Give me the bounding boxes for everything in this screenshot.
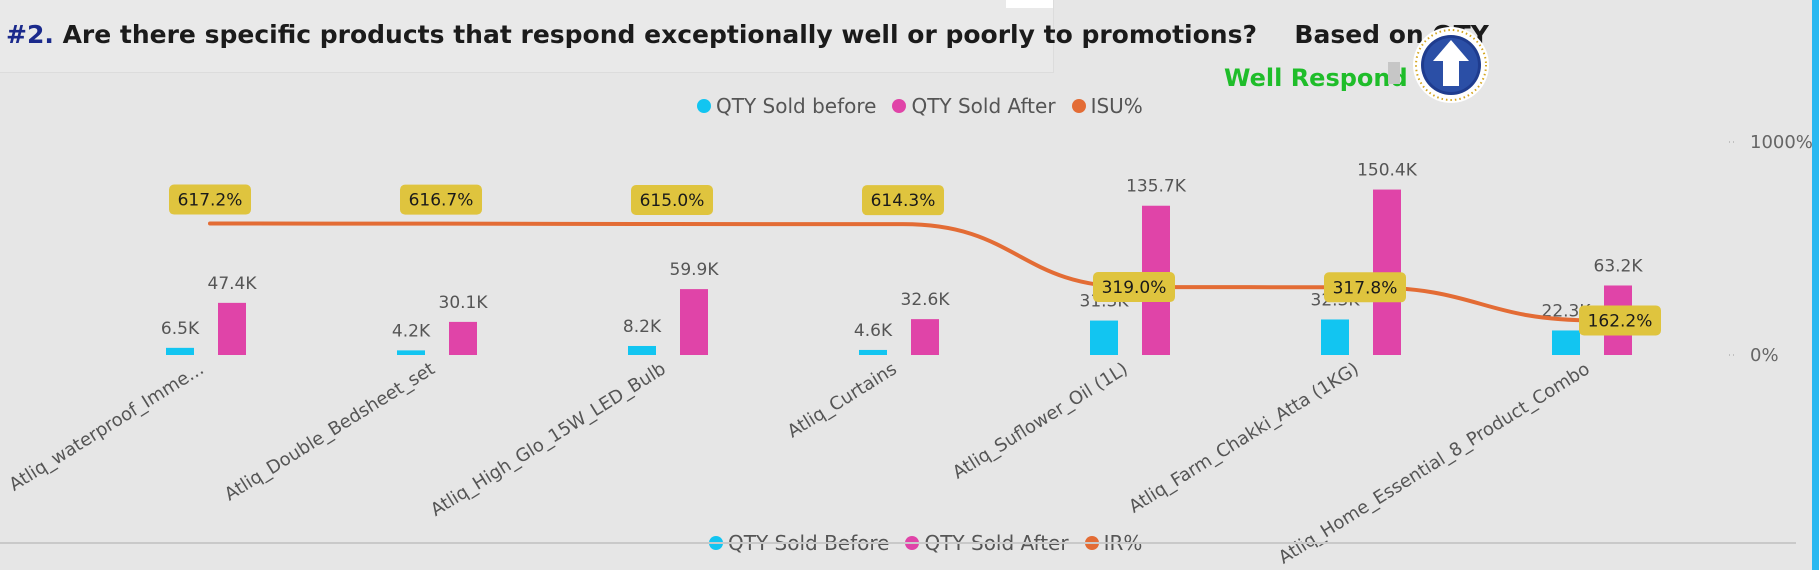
- bar-qty-before: [397, 350, 425, 355]
- bar-qty-after: [449, 321, 477, 355]
- data-label-before: 6.5K: [161, 319, 200, 339]
- data-label-after: 150.4K: [1357, 161, 1418, 181]
- legend-swatch: [697, 99, 711, 113]
- data-label-after: 47.4K: [208, 274, 258, 294]
- data-label-after: 30.1K: [439, 293, 489, 313]
- x-category-label: Atliq_Farm_Chakki_Atta (1KG): [1125, 358, 1362, 517]
- data-label-before: 4.2K: [392, 321, 431, 341]
- isu-label: 614.3%: [871, 191, 936, 211]
- data-label-before: 22.3K: [1542, 301, 1592, 321]
- title-question: Are there specific products that respond…: [62, 20, 1257, 49]
- bar-qty-after: [1373, 189, 1401, 355]
- legend-top-item[interactable]: QTY Sold before: [697, 94, 876, 118]
- well-respond-label: Well Respond: [1224, 64, 1408, 92]
- isu-label: 162.2%: [1588, 311, 1653, 331]
- bar-qty-before: [166, 347, 194, 355]
- title-number: #2.: [6, 20, 54, 49]
- isu-label-box: [862, 185, 944, 216]
- isu-label-box: [631, 185, 713, 216]
- y2-tick-label: 0%: [1750, 345, 1779, 366]
- data-label-after: 59.9K: [670, 260, 720, 280]
- bar-qty-before: [1552, 330, 1580, 355]
- legend-label: QTY Sold After: [911, 94, 1056, 118]
- bar-qty-before: [1321, 319, 1349, 355]
- legend-swatch: [1071, 99, 1086, 113]
- isu-label: 317.8%: [1333, 278, 1398, 298]
- legend-swatch: [892, 99, 907, 113]
- bar-qty-after: [218, 302, 246, 355]
- bar-qty-after: [911, 319, 939, 355]
- right-scroll-strip[interactable]: [1812, 0, 1819, 570]
- data-label-after: 32.6K: [901, 290, 951, 310]
- isu-label: 617.2%: [178, 191, 243, 211]
- bar-qty-after: [680, 289, 708, 355]
- well-respond-bar: [1388, 62, 1400, 84]
- x-category-label: Atliq_waterproof_Imme...: [6, 358, 208, 495]
- x-category-label: Atliq_Double_Bedsheet_set: [221, 358, 439, 505]
- legend-label: ISU%: [1090, 94, 1143, 118]
- bottom-divider: [0, 542, 1796, 544]
- data-label-before: 4.6K: [854, 321, 893, 341]
- x-category-label: Atliq_High_Glo_15W_LED_Bulb: [427, 358, 670, 520]
- isu-label: 616.7%: [409, 191, 474, 211]
- isu-label-box: [169, 184, 251, 215]
- top-tab-marker: [1006, 0, 1053, 8]
- legend-label: QTY Sold before: [716, 94, 877, 118]
- bar-qty-before: [1090, 320, 1118, 355]
- bar-qty-before: [628, 345, 656, 355]
- isu-label-box: [1093, 272, 1175, 303]
- data-label-after: 63.2K: [1594, 256, 1644, 276]
- up-arrow-icon[interactable]: [1412, 26, 1490, 104]
- bar-qty-before: [859, 349, 887, 355]
- x-category-label: Atliq_Suflower_Oil (1L): [949, 358, 1132, 483]
- isu-label: 319.0%: [1102, 278, 1167, 298]
- isu-label-box: [1324, 272, 1406, 303]
- legend-top-item[interactable]: QTY Sold After: [892, 94, 1056, 118]
- legend-top: QTY Sold before QTY Sold After ISU%: [697, 93, 1159, 119]
- data-label-before: 8.2K: [623, 317, 662, 337]
- x-category-label: Atliq_Curtains: [784, 358, 901, 442]
- isu-label-box: [1579, 305, 1661, 336]
- y2-tick-label: 1000%: [1750, 132, 1813, 153]
- data-label-after: 135.7K: [1126, 177, 1187, 197]
- isu-label: 615.0%: [640, 191, 705, 211]
- isu-label-box: [400, 184, 482, 215]
- legend-top-item[interactable]: ISU%: [1071, 94, 1143, 118]
